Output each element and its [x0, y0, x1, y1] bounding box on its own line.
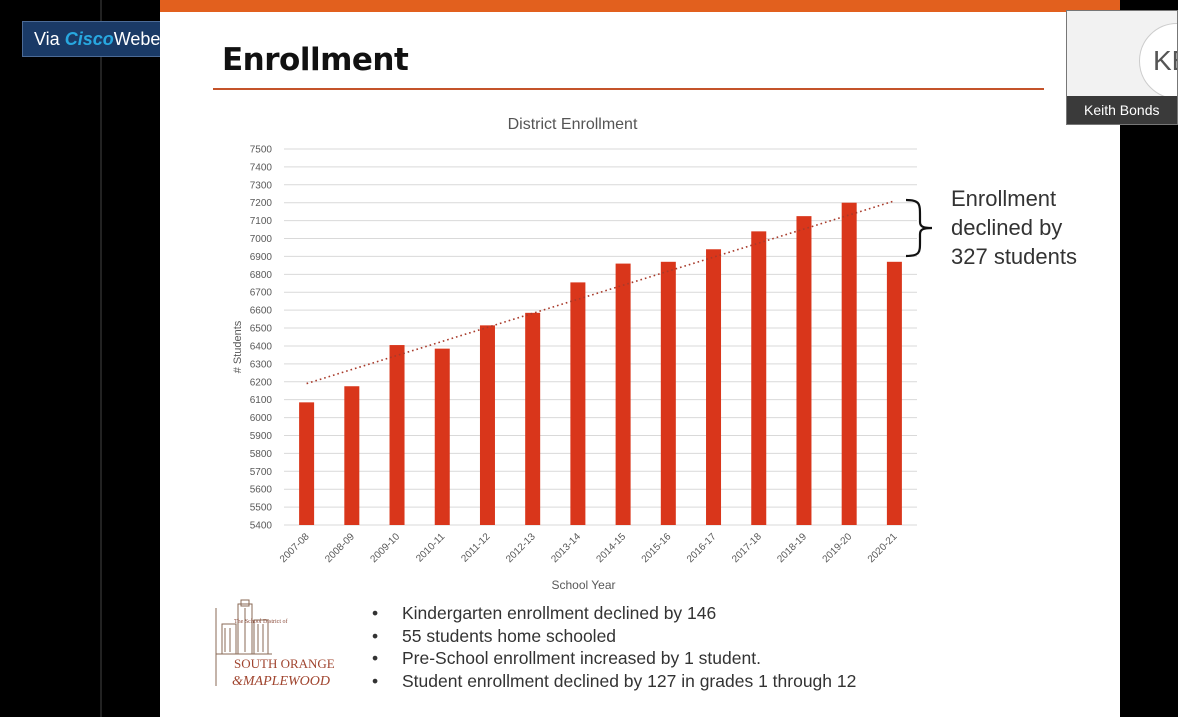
logo-line-2: SOUTH ORANGE: [234, 656, 335, 671]
enrollment-chart: District Enrollment 5400 5500 5600 5700 5800 5…: [232, 116, 917, 592]
participant-name: Keith Bonds: [1067, 96, 1177, 124]
y-tick-label: 5700: [250, 467, 273, 478]
participant-video-tile[interactable]: KE Keith Bonds: [1066, 10, 1178, 125]
y-tick-label: 5900: [250, 431, 273, 442]
school-district-logo: The School District of SOUTH ORANGE &MAP…: [215, 599, 335, 689]
y-tick-label: 6800: [250, 270, 273, 281]
y-tick-label: 7100: [250, 216, 273, 227]
y-tick-label: 7500: [250, 145, 273, 156]
bullet-item: Student enrollment declined by 127 in gr…: [370, 670, 856, 693]
y-tick-label: 5600: [250, 485, 273, 496]
x-axis-label: School Year: [551, 578, 615, 592]
shared-slide: [160, 0, 1120, 717]
x-tick-label: 2020-21: [866, 531, 900, 565]
x-tick-label: 2008-09: [323, 531, 357, 565]
x-tick-label: 2012-13: [504, 531, 538, 565]
x-tick-label: 2007-08: [278, 531, 312, 565]
y-axis-label: # Students: [232, 320, 244, 373]
y-tick-label: 6600: [250, 306, 273, 317]
y-tick-label: 6300: [250, 359, 273, 370]
bar-2016-17: [706, 249, 722, 525]
x-tick-label: 2013-14: [549, 531, 583, 565]
bar-2012-13: [525, 312, 541, 525]
bar-2020-21: [886, 261, 902, 525]
x-tick-label: 2017-18: [730, 531, 764, 565]
x-tick-label: 2009-10: [368, 531, 402, 565]
y-tick-label: 5800: [250, 449, 273, 460]
chart-title: District Enrollment: [508, 116, 638, 133]
x-tick-label: 2019-20: [821, 531, 855, 565]
bar-2011-12: [479, 325, 495, 525]
trendline: [306, 200, 895, 385]
y-tick-label: 6200: [250, 377, 273, 388]
bullet-item: 55 students home schooled: [370, 625, 856, 648]
logo-line-3: &MAPLEWOOD: [232, 674, 330, 689]
slide-title: Enrollment: [222, 42, 409, 78]
y-tick-label: 6400: [250, 341, 273, 352]
bar-2017-18: [751, 231, 767, 525]
callout-line-2: declined by: [951, 215, 1063, 240]
x-tick-label: 2014-15: [594, 531, 628, 565]
bar-2014-15: [615, 263, 631, 525]
left-margin: [0, 0, 160, 717]
y-tick-label: 5400: [250, 521, 273, 532]
y-tick-label: 6100: [250, 395, 273, 406]
y-tick-label: 6700: [250, 288, 273, 299]
y-tick-label: 7200: [250, 198, 273, 209]
bullet-item: Kindergarten enrollment declined by 146: [370, 602, 856, 625]
x-tick-label: 2016-17: [685, 531, 719, 565]
webex-badge: Via CiscoWebex: [22, 21, 187, 57]
logo-line-1: The School District of: [234, 618, 288, 625]
bar-2015-16: [660, 261, 676, 525]
title-rule: [213, 88, 1044, 90]
curly-brace-icon: [905, 198, 933, 258]
divider-line: [100, 0, 102, 717]
x-tick-label: 2015-16: [640, 531, 674, 565]
callout-line-1: Enrollment: [951, 186, 1057, 211]
x-tick-label: 2011-12: [459, 531, 493, 565]
slide-top-bar: [160, 0, 1120, 12]
bar-2009-10: [389, 345, 405, 525]
y-tick-label: 6900: [250, 252, 273, 263]
x-tick-label: 2010-11: [414, 531, 448, 565]
bar-2010-11: [434, 348, 450, 525]
bar-2019-20: [841, 202, 857, 525]
y-tick-label: 7400: [250, 162, 273, 173]
enrollment-bullets: Kindergarten enrollment declined by 146 …: [370, 602, 856, 692]
y-tick-label: 6500: [250, 324, 273, 335]
callout-line-3: 327 students: [951, 244, 1077, 269]
x-tick-label: 2018-19: [775, 531, 809, 565]
y-tick-label: 7000: [250, 234, 273, 245]
bar-2008-09: [344, 386, 360, 525]
bar-2007-08: [299, 402, 315, 525]
badge-prefix: Via: [34, 29, 60, 49]
y-tick-label: 5500: [250, 503, 273, 514]
y-tick-label: 6000: [250, 413, 273, 424]
y-tick-label: 7300: [250, 180, 273, 191]
bar-2013-14: [570, 282, 586, 525]
badge-brand: Cisco: [64, 29, 114, 49]
avatar: KE: [1139, 23, 1177, 99]
bullet-item: Pre-School enrollment increased by 1 stu…: [370, 647, 856, 670]
enrollment-callout: Enrollment declined by 327 students: [951, 184, 1077, 271]
bar-2018-19: [796, 216, 812, 525]
badge-product: Webex: [113, 29, 170, 49]
